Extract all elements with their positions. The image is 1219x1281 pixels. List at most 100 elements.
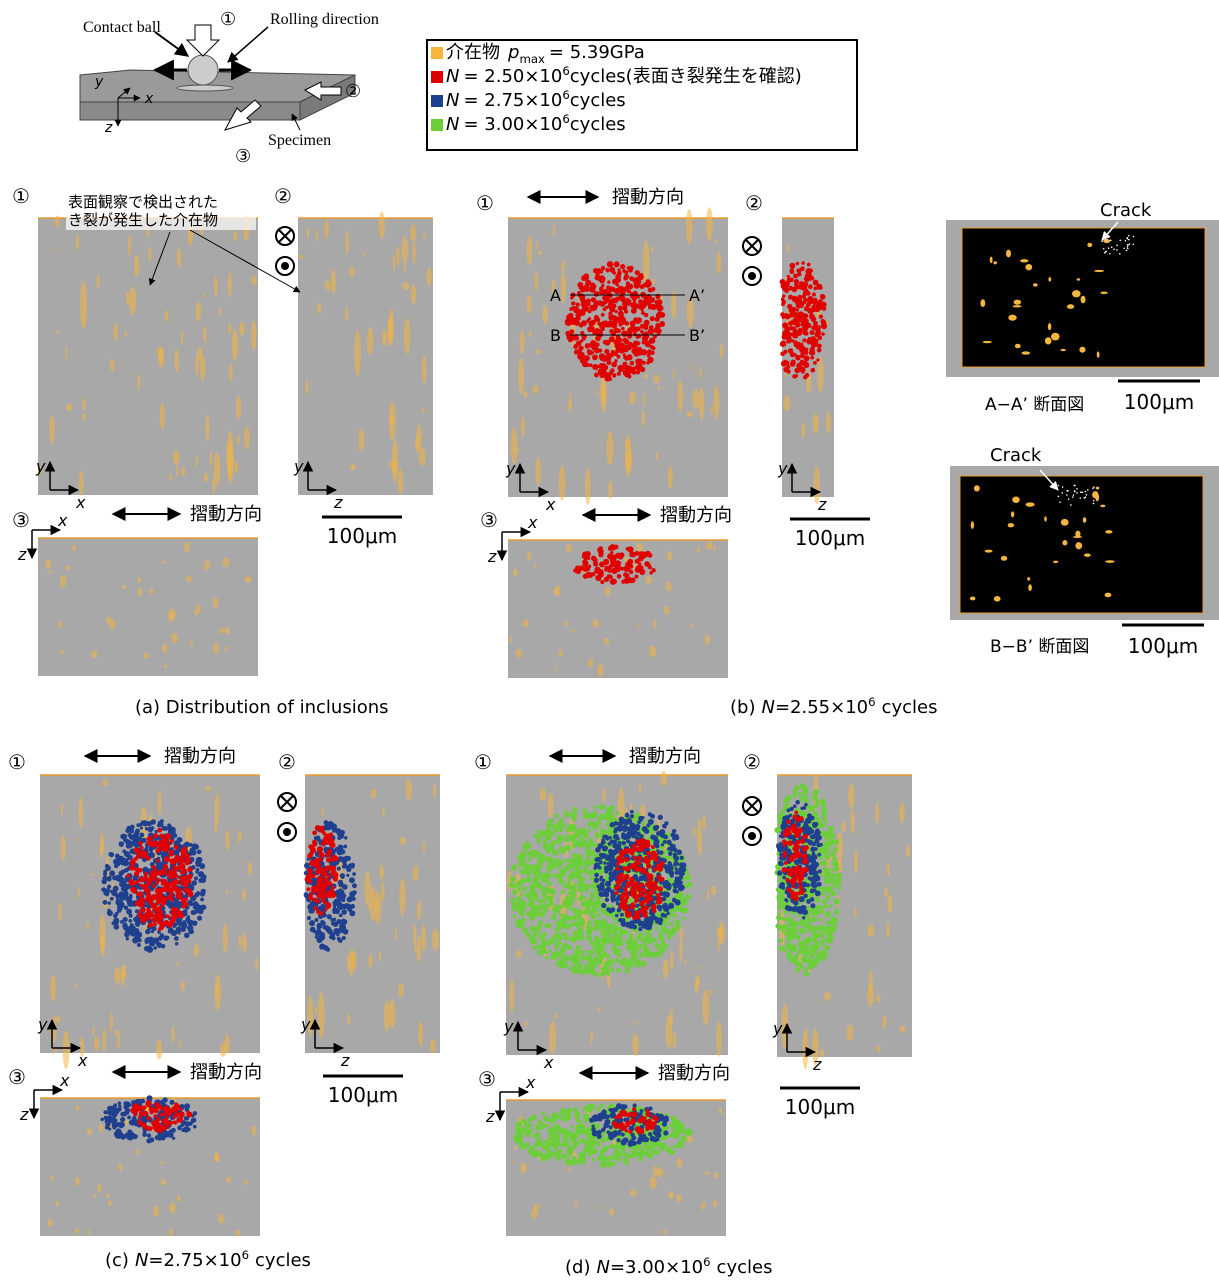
damage-region [799,929,804,934]
damage-region [329,935,333,939]
damage-region [561,890,566,895]
damage-region [171,930,177,936]
damage-region [102,876,108,882]
damage-region [612,315,616,319]
damage-region [137,943,141,947]
damage-region [603,814,609,820]
damage-region [158,910,163,915]
damage-region [629,934,633,938]
damage-region [788,921,792,925]
inclusion [87,1128,92,1135]
inclusion [45,559,51,569]
inclusion [527,296,532,314]
damage-region [113,1105,117,1109]
damage-region [825,867,829,871]
damage-region [646,930,649,933]
damage-region [804,276,810,282]
damage-region [604,968,610,974]
damage-region [674,914,678,918]
inclusion [841,821,846,832]
inclusion [1014,300,1022,305]
inclusion [692,389,699,409]
inclusion [1011,511,1014,517]
damage-region [587,556,591,560]
inclusion [228,323,231,334]
damage-region [529,888,535,894]
damage-region [633,332,637,336]
damage-region [170,902,174,906]
damage-region [585,859,589,863]
damage-region [631,308,637,314]
damage-region [150,1110,154,1114]
damage-region [120,878,125,883]
damage-region [126,874,130,878]
inclusion [673,369,675,378]
damage-region [118,1101,122,1105]
damage-region [807,928,810,931]
damage-region [634,575,638,579]
damage-region [589,287,594,292]
damage-region [682,901,686,905]
inclusion [110,1013,113,1032]
inclusion [705,1171,709,1175]
damage-region [527,875,531,879]
crack-speck [1116,249,1118,251]
damage-region [137,1120,141,1124]
crack-speck [1076,488,1078,490]
inclusion [214,276,218,296]
inclusion [602,788,605,802]
inclusion [215,793,220,825]
damage-region [805,325,809,329]
damage-region [143,875,149,881]
damage-region [776,915,782,921]
inclusion [162,561,165,564]
scale-label: 100μm [1128,634,1198,658]
inclusion [629,391,635,405]
crack-speck [1086,494,1088,496]
damage-region [153,906,157,910]
damage-region [810,356,814,360]
damage-region [788,295,793,300]
damage-region [326,947,330,951]
damage-region [587,564,591,568]
scale-label: 100μm [328,1083,398,1107]
inclusion [538,250,542,255]
damage-region [822,847,826,851]
crack-speck [1125,240,1127,242]
inclusion [661,771,667,786]
damage-region [140,826,143,829]
damage-region [184,1103,190,1109]
damage-region [132,937,138,943]
text-part: = 3.00×10 [463,114,562,135]
inclusion [906,844,910,858]
damage-region [200,897,204,901]
inclusion [138,577,141,583]
damage-region [597,268,601,272]
damage-region [153,1124,157,1128]
damage-region [608,940,612,944]
inclusion [367,327,373,355]
inclusion [1012,496,1020,502]
axis-label: x [77,1051,88,1070]
inclusion [117,1030,120,1049]
damage-region [826,881,829,884]
inclusion [137,588,142,596]
damage-region [808,308,814,314]
damage-region [103,900,108,905]
damage-region [615,958,619,962]
inclusion [516,649,522,658]
inclusion [554,585,560,596]
damage-region [816,284,822,290]
inclusion [350,464,356,470]
text-part: 6 [868,695,875,709]
contact-ball [188,55,218,85]
damage-region [321,921,326,926]
damage-region [563,884,567,888]
damage-region [792,307,796,311]
crack-speck [1128,239,1130,241]
inclusion [980,299,985,307]
damage-region [124,868,129,873]
damage-region [159,833,164,838]
damage-region [175,942,179,946]
inclusion [1008,523,1014,527]
